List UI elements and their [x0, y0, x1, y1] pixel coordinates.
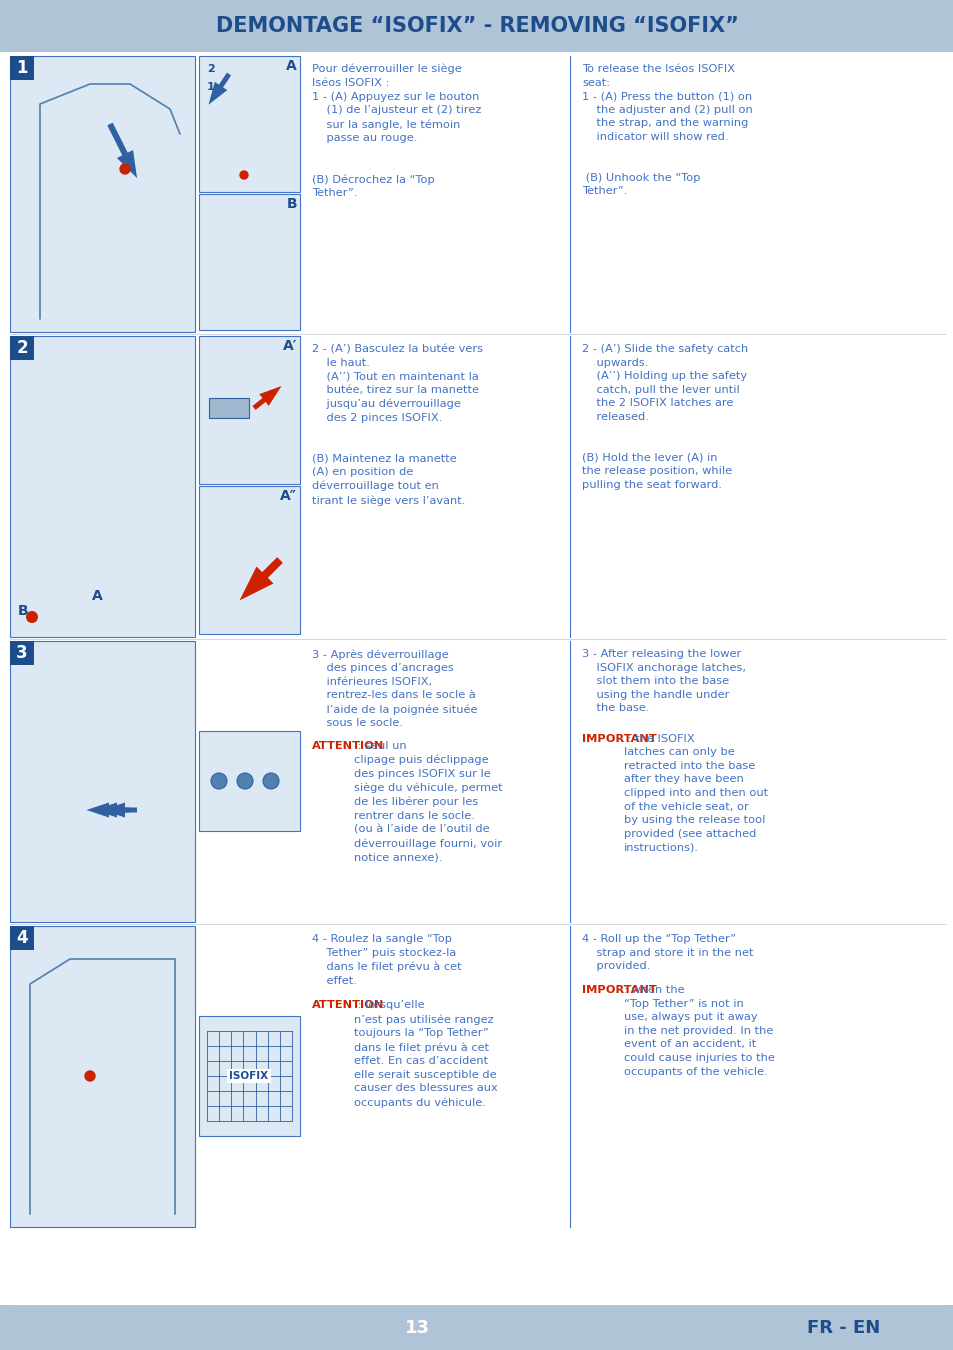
Text: A: A	[286, 59, 296, 73]
FancyArrow shape	[102, 802, 137, 818]
Bar	[209, 398, 249, 418]
Text: A′: A′	[282, 339, 296, 352]
FancyArrow shape	[107, 123, 137, 178]
Text: : lorsqu’elle
n’est pas utilisée rangez
toujours la “Top Tether”
dans le filet p: : lorsqu’elle n’est pas utilisée rangez …	[354, 1000, 497, 1107]
Bar	[10, 923, 943, 1228]
Bar	[0, 1305, 953, 1350]
Text: 3 - Après déverrouillage
    des pinces d’ancrages
    inférieures ISOFIX,
    r: 3 - Après déverrouillage des pinces d’an…	[312, 649, 477, 728]
Text: ATTENTION: ATTENTION	[312, 1000, 384, 1010]
Bar	[199, 1017, 299, 1135]
FancyArrow shape	[87, 802, 121, 818]
Bar	[10, 333, 943, 639]
FancyArrow shape	[253, 386, 281, 410]
Text: DEMONTAGE “ISOFIX” - REMOVING “ISOFIX”: DEMONTAGE “ISOFIX” - REMOVING “ISOFIX”	[215, 16, 738, 36]
Text: 2 - (A’) Slide the safety catch
    upwards.
    (A’’) Holding up the safety
   : 2 - (A’) Slide the safety catch upwards.…	[581, 344, 747, 490]
Text: 1: 1	[16, 59, 28, 77]
Text: IMPORTANT: IMPORTANT	[581, 733, 656, 744]
Circle shape	[263, 774, 278, 788]
Text: 13: 13	[404, 1319, 429, 1336]
Text: : when the
“Top Tether” is not in
use, always put it away
in the net provided. I: : when the “Top Tether” is not in use, a…	[623, 986, 774, 1076]
FancyArrow shape	[239, 558, 282, 601]
Text: To release the Iséos ISOFIX
seat:
1 - (A) Press the button (1) on
    the adjust: To release the Iséos ISOFIX seat: 1 - (A…	[581, 63, 752, 196]
Text: Pour déverrouiller le siège
Iséos ISOFIX :
1 - (A) Appuyez sur le bouton
    (1): Pour déverrouiller le siège Iséos ISOFIX…	[312, 63, 481, 198]
Text: 4 - Roll up the “Top Tether”
    strap and store it in the net
    provided.: 4 - Roll up the “Top Tether” strap and s…	[581, 934, 753, 971]
Text: 4: 4	[16, 929, 28, 946]
Bar	[199, 730, 299, 832]
Text: ISOFIX: ISOFIX	[230, 1071, 269, 1081]
FancyArrow shape	[209, 73, 231, 105]
Circle shape	[26, 612, 38, 622]
Bar	[10, 55, 194, 332]
Circle shape	[240, 171, 248, 180]
Bar	[199, 336, 299, 485]
Bar	[10, 926, 34, 950]
Bar	[10, 641, 34, 666]
Text: 2: 2	[207, 63, 214, 74]
Bar	[10, 639, 943, 923]
Bar	[10, 336, 194, 637]
Text: ATTENTION: ATTENTION	[312, 741, 384, 751]
Bar	[10, 336, 34, 360]
Text: : the ISOFIX
latches can only be
retracted into the base
after they have been
cl: : the ISOFIX latches can only be retract…	[623, 733, 767, 852]
Circle shape	[120, 163, 130, 174]
Bar	[199, 194, 299, 329]
Text: 4 - Roulez la sangle “Top
    Tether” puis stockez-la
    dans le filet prévu à : 4 - Roulez la sangle “Top Tether” puis s…	[312, 934, 461, 986]
Bar	[0, 0, 953, 53]
Bar	[10, 641, 194, 922]
Circle shape	[85, 1071, 95, 1081]
Text: 3 - After releasing the lower
    ISOFIX anchorage latches,
    slot them into t: 3 - After releasing the lower ISOFIX anc…	[581, 649, 745, 713]
Text: B: B	[18, 603, 29, 618]
Text: 3: 3	[16, 644, 28, 662]
Bar	[10, 54, 943, 333]
FancyArrow shape	[94, 802, 129, 818]
Bar	[199, 55, 299, 192]
Text: : seul un
clipage puis déclippage
des pinces ISOFIX sur le
siège du véhicule, pe: : seul un clipage puis déclippage des pi…	[354, 741, 502, 863]
Text: 2 - (A’) Basculez la butée vers
    le haut.
    (A’’) Tout en maintenant la
   : 2 - (A’) Basculez la butée vers le haut.…	[312, 344, 482, 506]
Text: B: B	[286, 197, 296, 211]
Text: 1: 1	[207, 82, 214, 92]
Bar	[10, 926, 194, 1227]
Bar	[199, 486, 299, 634]
Text: FR - EN: FR - EN	[806, 1319, 880, 1336]
Text: 2: 2	[16, 339, 28, 356]
Circle shape	[236, 774, 253, 788]
Text: IMPORTANT: IMPORTANT	[581, 986, 656, 995]
Text: A″: A″	[280, 489, 296, 504]
Text: A: A	[91, 589, 103, 603]
Bar	[10, 55, 34, 80]
Circle shape	[211, 774, 227, 788]
